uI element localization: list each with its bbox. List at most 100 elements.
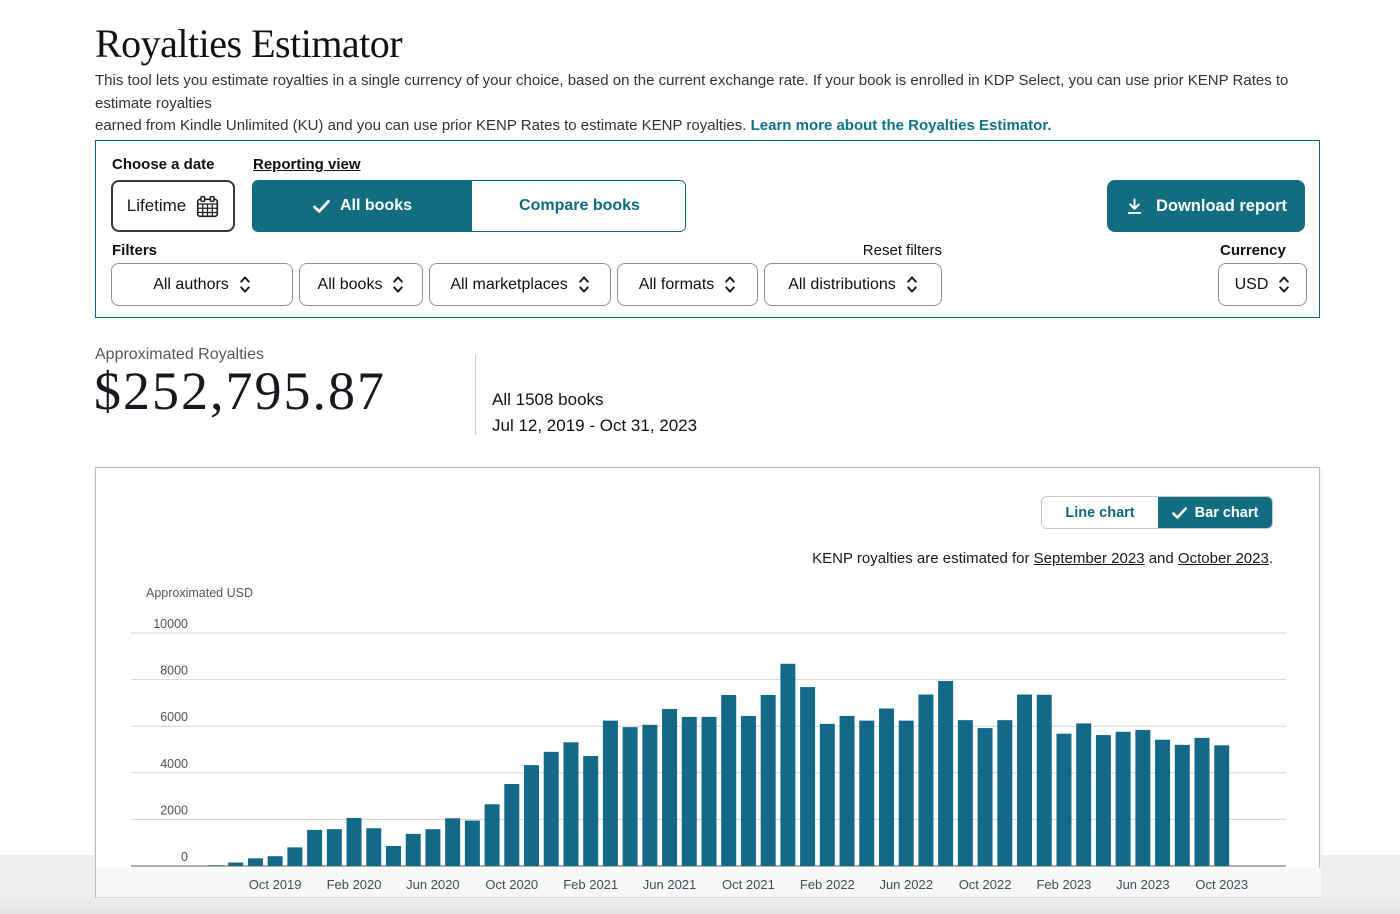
currency-select[interactable]: USD [1218, 263, 1307, 306]
y-tick-label: 6000 [160, 710, 188, 724]
x-tick-label: Oct 2019 [249, 877, 302, 892]
chart-bar[interactable] [878, 708, 894, 866]
authors-filter-value: All authors [153, 275, 229, 293]
line-chart-toggle[interactable]: Line chart [1042, 497, 1158, 528]
chart-bar[interactable] [366, 828, 382, 866]
chart-bar[interactable] [859, 720, 875, 866]
download-icon [1127, 197, 1142, 214]
bar-chart-toggle[interactable]: Bar chart [1158, 497, 1272, 528]
chart-bar[interactable] [484, 804, 500, 866]
calendar-icon [197, 195, 219, 217]
reset-filters-link[interactable]: Reset filters [862, 242, 942, 259]
chart-bar[interactable] [1115, 731, 1131, 866]
page-bottom-edge [0, 898, 1400, 914]
chart-bar[interactable] [1174, 744, 1190, 866]
reporting-view-tabs: All books Compare books [252, 180, 686, 232]
choose-date-label: Choose a date [112, 156, 215, 173]
chart-bar[interactable] [918, 694, 934, 866]
chart-bar[interactable] [1135, 729, 1151, 866]
chevron-updown-icon [725, 276, 736, 293]
kenp-october-link[interactable]: October 2023 [1177, 550, 1269, 567]
chart-bar[interactable] [957, 720, 973, 866]
chart-bar[interactable] [1095, 735, 1111, 866]
chart-bar[interactable] [287, 847, 303, 866]
chart-bar[interactable] [524, 765, 540, 866]
controls-panel: Choose a date Lifetime Reporting view Al… [95, 140, 1320, 318]
chart-bar[interactable] [1017, 694, 1033, 866]
chart-bar[interactable] [642, 724, 658, 866]
chart-bar[interactable] [563, 742, 579, 866]
tab-all-books[interactable]: All books [253, 181, 472, 231]
chart-bar[interactable] [307, 829, 323, 866]
chart-bar[interactable] [504, 783, 520, 866]
tab-compare-books[interactable]: Compare books [472, 181, 685, 231]
chart-bar[interactable] [445, 818, 461, 866]
y-tick-label: 2000 [160, 803, 188, 817]
filters-row: All authors All books All marketplaces A… [111, 263, 942, 306]
check-icon [313, 199, 330, 213]
books-filter-value: All books [317, 275, 383, 293]
chart-bar[interactable] [622, 727, 638, 866]
chart-bar[interactable] [819, 723, 835, 866]
download-report-label: Download report [1155, 196, 1288, 215]
chart-bar[interactable] [701, 716, 717, 866]
chart-bar[interactable] [543, 751, 559, 866]
chart-bar[interactable] [405, 833, 421, 866]
royalties-bar-chart: 10000 8000 6000 4000 2000 0 Approximated USD Oc… [96, 586, 1321, 898]
chart-bar[interactable] [346, 818, 362, 866]
chevron-updown-icon [907, 276, 917, 293]
kenp-september-link[interactable]: September 2023 [1033, 550, 1145, 567]
chart-bar[interactable] [662, 708, 678, 866]
y-tick-label: 8000 [160, 664, 188, 678]
chart-bar[interactable] [208, 865, 224, 866]
chart-bar[interactable] [1194, 737, 1210, 866]
chart-bar[interactable] [800, 687, 816, 866]
chart-bar[interactable] [997, 720, 1013, 866]
chart-bar[interactable] [1076, 723, 1092, 866]
chart-bar[interactable] [780, 663, 796, 866]
description-line-2: earned from Kindle Unlimited (KU) and yo… [95, 117, 747, 134]
chart-bar[interactable] [681, 716, 697, 866]
authors-filter-select[interactable]: All authors [111, 263, 293, 306]
chart-bar[interactable] [425, 829, 441, 866]
chart-bar[interactable] [1056, 733, 1072, 866]
y-axis-title: Approximated USD [146, 586, 253, 600]
marketplaces-filter-select[interactable]: All marketplaces [429, 263, 611, 306]
kenp-note-text: KENP royalties are estimated for [812, 550, 1034, 567]
bar-chart-label: Bar chart [1194, 504, 1259, 521]
chart-bar[interactable] [1036, 694, 1052, 866]
chart-bar[interactable] [602, 720, 618, 866]
chart-bar[interactable] [247, 858, 263, 866]
line-chart-label: Line chart [1065, 504, 1135, 521]
chart-bar[interactable] [721, 694, 737, 866]
chart-bar[interactable] [1214, 745, 1230, 866]
chart-bar[interactable] [464, 820, 480, 866]
formats-filter-select[interactable]: All formats [617, 263, 758, 306]
chart-bar[interactable] [839, 715, 855, 866]
chart-bar[interactable] [760, 694, 776, 866]
chart-bar[interactable] [938, 680, 954, 866]
chart-type-toggle: Line chart Bar chart [1041, 496, 1273, 529]
page-description: This tool lets you estimate royalties in… [95, 70, 1325, 138]
chart-panel: 10000 8000 6000 4000 2000 0 Approximated USD Oc… [95, 467, 1321, 898]
chart-bar[interactable] [1155, 739, 1171, 866]
x-tick-label: Feb 2023 [1036, 877, 1091, 892]
chart-bar[interactable] [385, 845, 401, 866]
learn-more-link[interactable]: Learn more about the Royalties Estimator… [750, 117, 1052, 134]
chart-bar[interactable] [228, 862, 244, 866]
royalties-amount: $252,795.87 [94, 361, 386, 421]
date-range-button[interactable]: Lifetime [111, 180, 235, 232]
x-axis-band [96, 867, 1321, 898]
distributions-filter-select[interactable]: All distributions [764, 263, 942, 306]
x-tick-label: Jun 2021 [643, 877, 697, 892]
kenp-note: KENP royalties are estimated for Septemb… [812, 550, 1273, 567]
download-report-button[interactable]: Download report [1107, 180, 1305, 232]
chart-bar[interactable] [583, 756, 599, 866]
chart-bar[interactable] [977, 728, 993, 866]
chart-bar[interactable] [898, 720, 914, 866]
chart-bar[interactable] [326, 829, 342, 866]
chart-bar[interactable] [740, 715, 756, 866]
books-filter-select[interactable]: All books [299, 263, 423, 306]
kenp-note-and: and [1144, 550, 1178, 567]
chart-bar[interactable] [267, 856, 283, 866]
